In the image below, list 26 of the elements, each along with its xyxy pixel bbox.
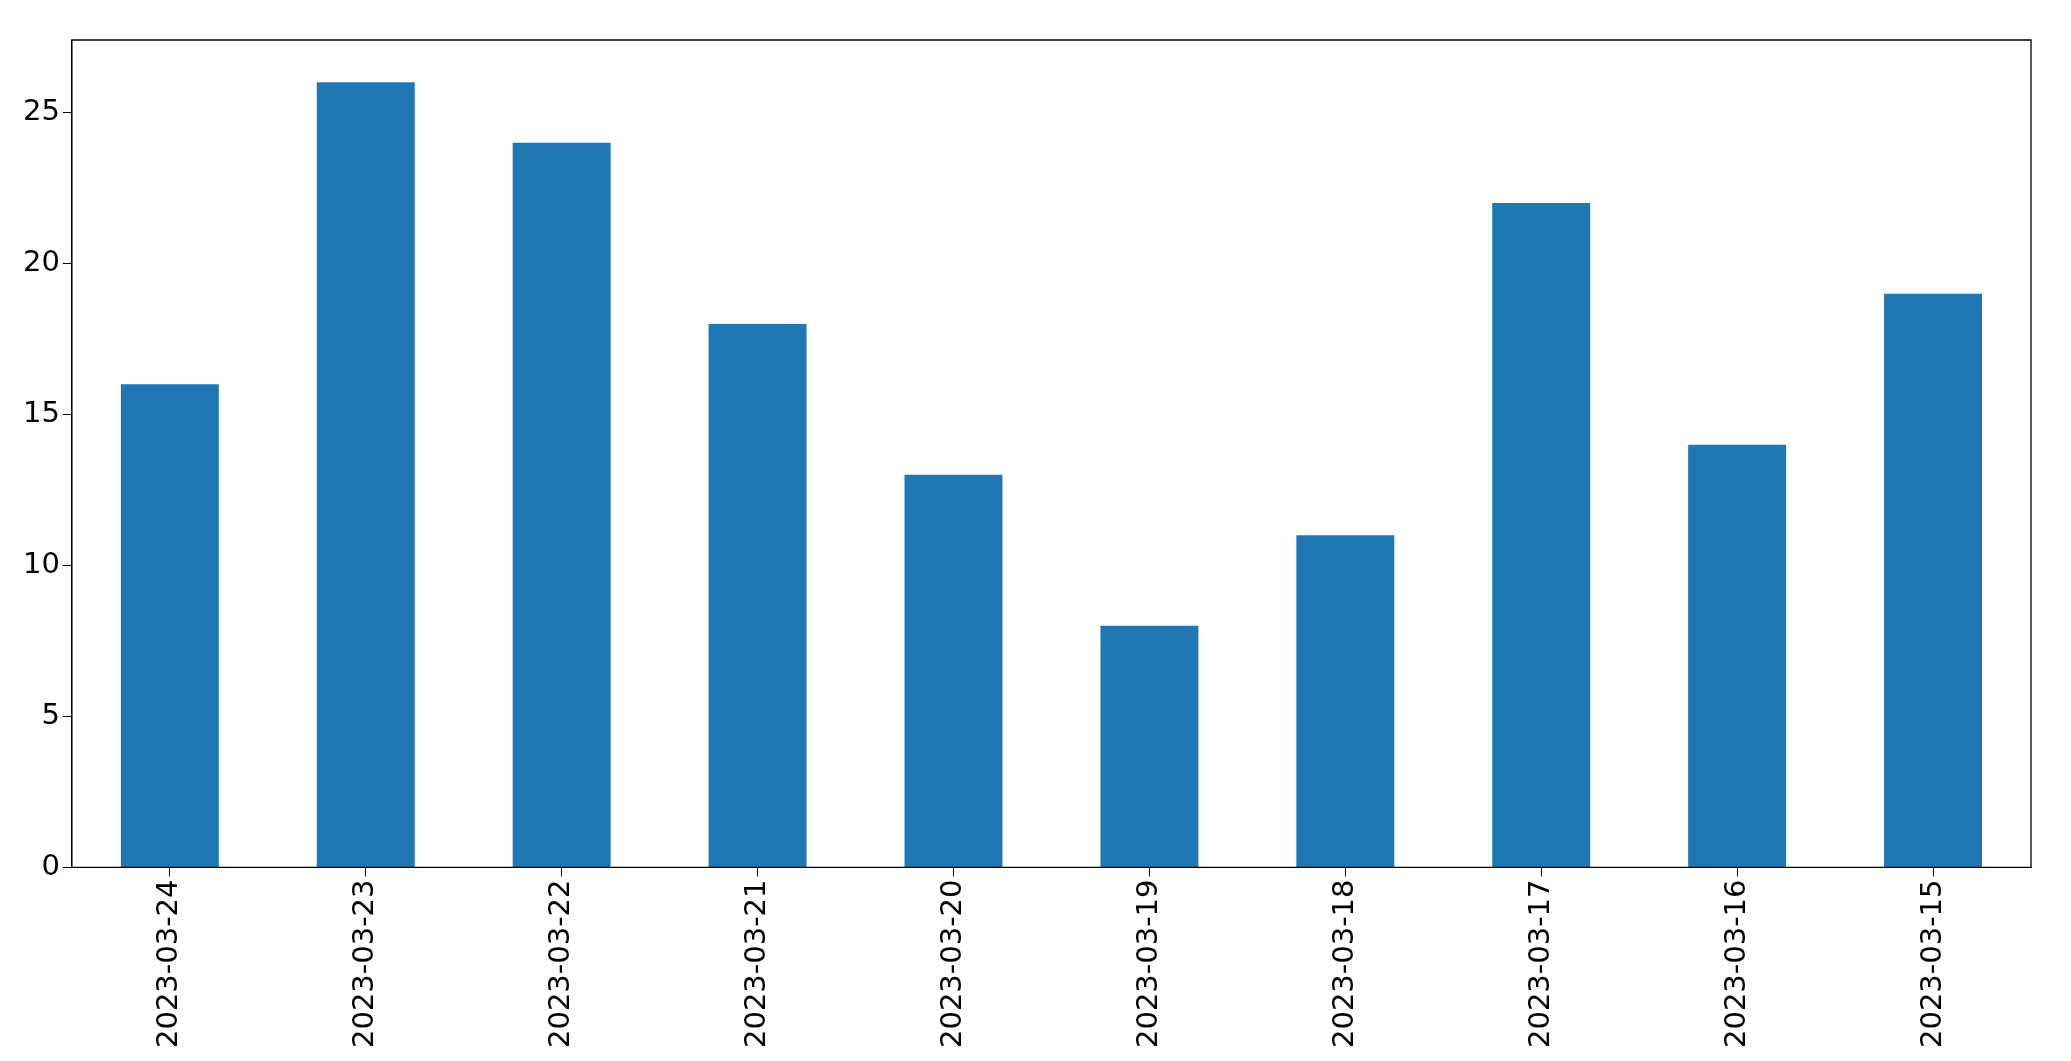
y-tick-label: 20 xyxy=(23,244,60,279)
x-tick-label: 2023-03-16 xyxy=(1717,879,1752,1049)
y-tick-label: 25 xyxy=(23,93,60,128)
bar xyxy=(316,82,415,867)
bar xyxy=(904,474,1003,867)
bar xyxy=(1100,625,1199,867)
bar xyxy=(1492,203,1591,867)
bar xyxy=(708,323,807,867)
x-tick-label: 2023-03-20 xyxy=(934,879,969,1049)
x-tick-label: 2023-03-17 xyxy=(1521,879,1556,1049)
bar xyxy=(512,142,611,867)
x-tick-label: 2023-03-19 xyxy=(1129,879,1164,1049)
x-tick-label: 2023-03-23 xyxy=(346,879,381,1049)
bar xyxy=(1296,535,1395,867)
x-tick-label: 2023-03-15 xyxy=(1913,879,1948,1049)
y-tick-label: 0 xyxy=(41,848,60,882)
bar xyxy=(1688,444,1787,867)
x-tick-label: 2023-03-24 xyxy=(150,879,185,1049)
x-tick-label: 2023-03-22 xyxy=(542,879,577,1049)
bar xyxy=(1884,293,1983,867)
x-tick-label: 2023-03-18 xyxy=(1325,879,1360,1049)
x-tick-label: 2023-03-21 xyxy=(738,879,773,1049)
y-tick-label: 15 xyxy=(23,395,60,429)
y-tick-label: 10 xyxy=(23,546,60,580)
bar xyxy=(120,384,219,867)
y-tick-label: 5 xyxy=(41,697,60,731)
